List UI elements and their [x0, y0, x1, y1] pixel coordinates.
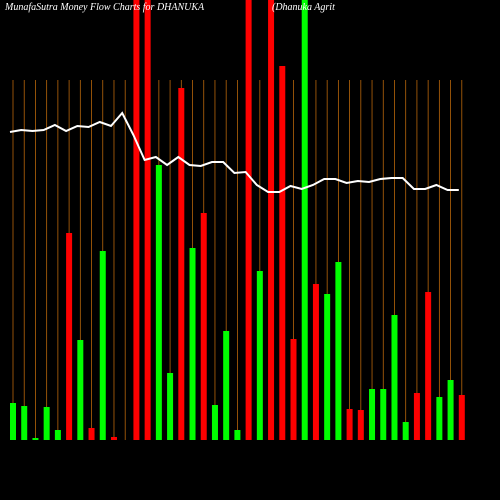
bar [301, 0, 308, 440]
bar [32, 438, 39, 440]
bar [413, 393, 420, 440]
bar [324, 294, 331, 440]
bar [279, 66, 286, 440]
bar [66, 233, 73, 440]
bar [268, 0, 275, 440]
bar [357, 410, 364, 440]
bar [425, 292, 432, 440]
bar [223, 331, 230, 440]
bar [155, 165, 162, 440]
money-flow-line [9, 111, 459, 193]
bar [88, 428, 95, 440]
bar [21, 406, 28, 440]
bar [245, 0, 252, 440]
bar [189, 248, 196, 440]
bar [436, 397, 443, 440]
bar [110, 437, 117, 440]
bar [369, 389, 376, 440]
bar [54, 430, 61, 440]
bar [290, 339, 297, 440]
bar [10, 403, 16, 440]
bar [380, 389, 387, 440]
bar [256, 271, 263, 440]
bar [144, 0, 151, 440]
bar [234, 430, 241, 440]
chart-title: MunafaSutra Money Flow Charts for DHANUK… [4, 2, 205, 13]
bar [99, 251, 106, 440]
plot [9, 0, 465, 440]
bar [133, 0, 140, 440]
chart-subtitle: (Dhanuka Agrit [272, 2, 335, 13]
bar [43, 407, 50, 440]
bar [178, 88, 185, 440]
bar [211, 405, 218, 440]
bar [458, 395, 465, 440]
bar [447, 380, 454, 440]
bar [391, 315, 398, 440]
bar [402, 422, 409, 440]
bar [200, 213, 207, 440]
bar [77, 340, 84, 440]
bar [346, 409, 353, 440]
bar [312, 284, 319, 440]
bar [167, 373, 174, 440]
bar [335, 262, 342, 440]
